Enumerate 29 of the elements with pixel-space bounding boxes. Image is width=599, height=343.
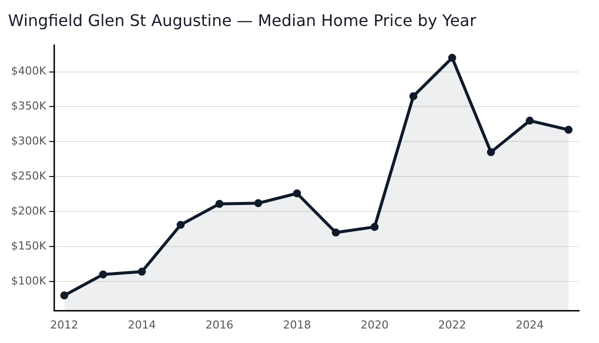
- x-tick-label: 2014: [128, 318, 156, 332]
- point: [293, 189, 302, 198]
- x-tick-label: 2020: [360, 318, 389, 332]
- x-tick-label: 2022: [438, 318, 466, 332]
- point: [176, 220, 185, 229]
- x-tick-label: 2012: [50, 318, 78, 332]
- y-tick-label: $150K: [10, 239, 47, 252]
- point: [526, 116, 534, 125]
- y-tick-label: $300K: [10, 134, 47, 148]
- y-tick-label: $250K: [10, 169, 47, 182]
- y-tick-label: $200K: [10, 204, 47, 218]
- point: [138, 268, 146, 276]
- point: [448, 54, 456, 62]
- point: [409, 92, 418, 100]
- point: [564, 126, 573, 134]
- point: [254, 199, 262, 208]
- point: [370, 222, 379, 231]
- point: [486, 148, 495, 156]
- y-tick-label: $400K: [10, 64, 47, 78]
- point: [332, 228, 340, 237]
- x-tick-label: 2018: [283, 318, 312, 332]
- x-tick-label: 2024: [516, 318, 544, 332]
- x-tick-label: 2016: [205, 318, 234, 332]
- chart-title: Wingfield Glen St Augustine — Median Home Price by Year: [8, 10, 477, 30]
- point: [215, 200, 224, 208]
- point: [99, 270, 108, 278]
- y-tick-label: $350K: [10, 100, 47, 113]
- y-tick-label: $100K: [10, 274, 47, 288]
- point: [60, 291, 68, 300]
